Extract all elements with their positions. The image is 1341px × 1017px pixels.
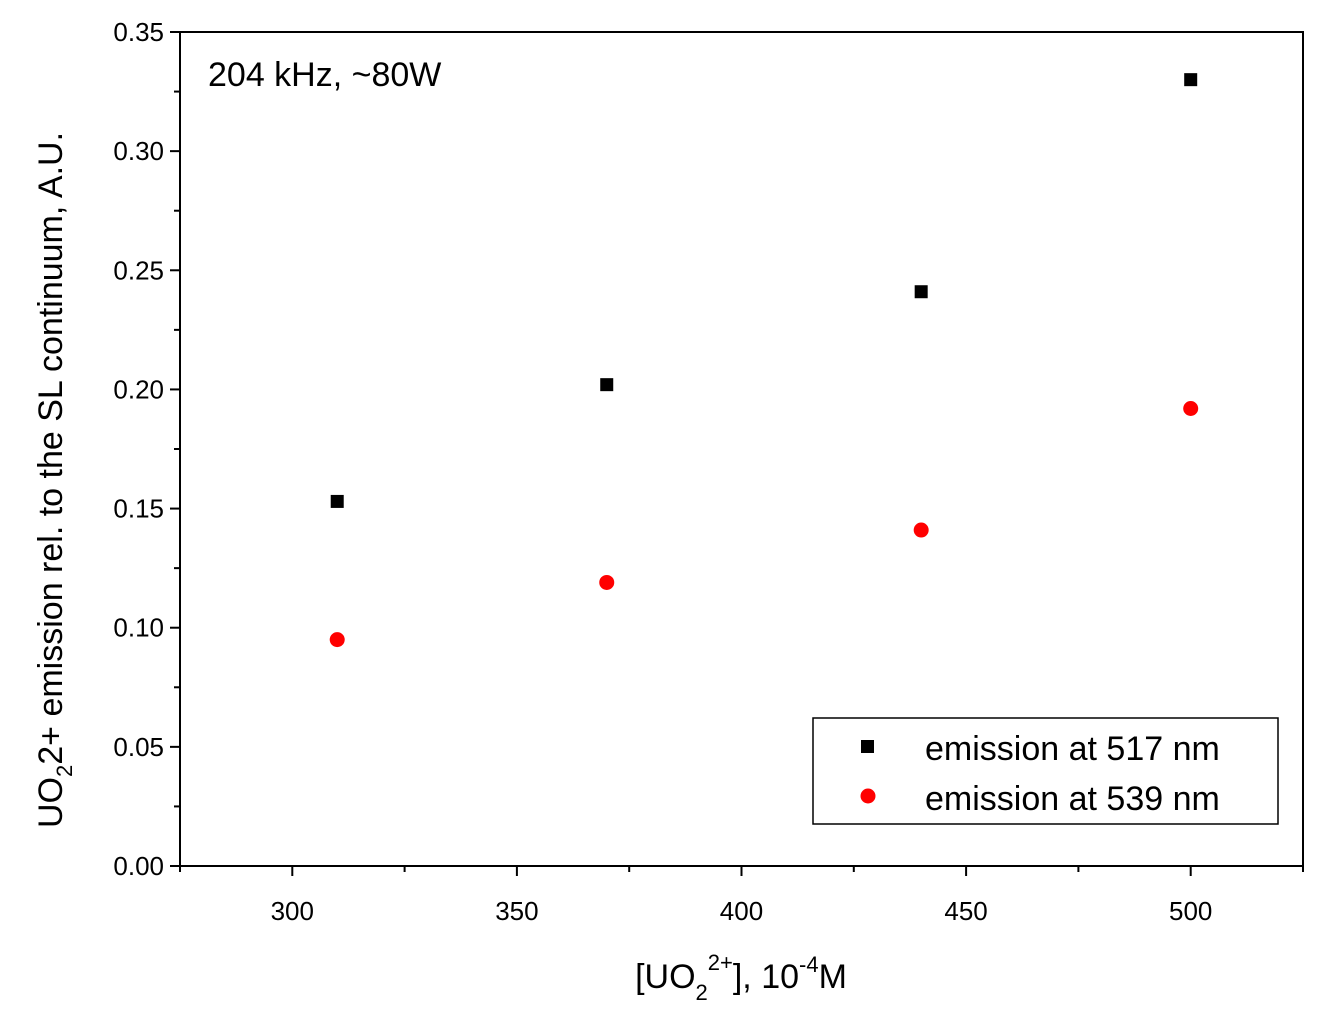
data-point-517nm (914, 285, 928, 299)
legend-box (812, 717, 1279, 825)
y-tick-label: 0.25 (113, 255, 164, 285)
data-point-539nm (599, 574, 615, 590)
legend-marker-539 (860, 788, 876, 804)
y-tick-label: 0.35 (113, 17, 164, 47)
chart-annotation: 204 kHz, ~80W (208, 56, 441, 94)
y-axis-label: UO22+ emission rel. to the SL continuum,… (32, 132, 77, 828)
data-point-517nm (330, 494, 344, 508)
legend: emission at 517 nm emission at 539 nm (812, 717, 1279, 825)
data-point-539nm (913, 522, 929, 538)
x-tick-label: 500 (1169, 896, 1212, 926)
data-point-517nm (1184, 73, 1198, 87)
data-point-539nm (329, 632, 345, 648)
legend-label-517: emission at 517 nm (925, 730, 1220, 768)
y-tick-label: 0.20 (113, 374, 164, 404)
x-tick-label: 350 (495, 896, 538, 926)
x-tick-label: 400 (720, 896, 763, 926)
x-tick-label: 300 (271, 896, 314, 926)
data-point-539nm (1183, 400, 1199, 416)
y-tick-label: 0.30 (113, 136, 164, 166)
y-tick-label: 0.05 (113, 732, 164, 762)
x-axis-label: [UO22+], 10-4M (635, 950, 847, 1005)
legend-marker-517 (861, 740, 874, 753)
y-tick-label: 0.15 (113, 494, 164, 524)
y-tick-label: 0.10 (113, 613, 164, 643)
legend-label-539: emission at 539 nm (925, 780, 1220, 818)
data-point-517nm (600, 378, 614, 392)
x-tick-label: 450 (944, 896, 987, 926)
y-tick-label: 0.00 (113, 851, 164, 881)
